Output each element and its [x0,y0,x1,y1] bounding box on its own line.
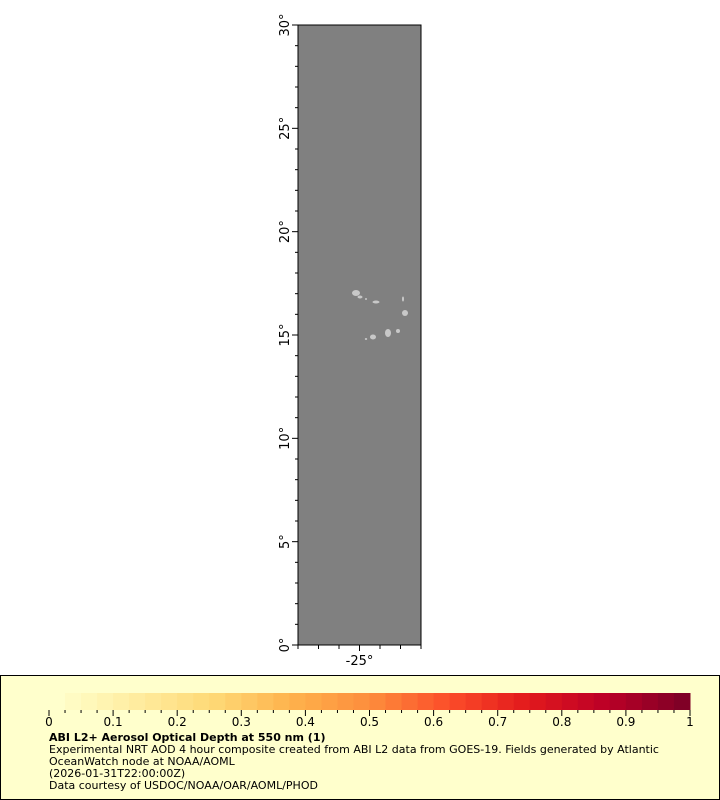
colorbar-cell [65,693,82,710]
legend-title: ABI L2+ Aerosol Optical Depth at 550 nm … [49,731,326,744]
colorbar-cell [225,693,242,710]
colorbar-tick-label: 0.1 [104,715,123,729]
colorbar-cell [113,693,130,710]
map-plot: 0° 5° 10° 15° 20° 25° 30° -25° [278,13,422,669]
colorbar-cell [609,693,627,710]
lat-tick-label: 20° [278,220,293,243]
island [372,300,380,304]
colorbar-tick-label: 0 [45,715,53,729]
lat-tick-label: 15° [278,323,293,346]
colorbar-tick-label: 1 [686,715,694,729]
colorbar-cell [353,693,370,710]
legend-credit: Data courtesy of USDOC/NOAA/OAR/AOML/PHO… [49,779,318,792]
legend-panel: 0 0.1 0.2 0.3 0.4 0.5 0.6 0.7 0.8 0.9 1 ABI L2+ Ae… [0,675,720,800]
island [357,295,363,299]
colorbar-cell [385,693,403,710]
colorbar-tick-label: 0.3 [232,715,251,729]
colorbar: 0 0.1 0.2 0.3 0.4 0.5 0.6 0.7 0.8 0.9 1 [45,693,694,729]
colorbar-cell [401,693,419,710]
colorbar-cell [305,693,322,710]
colorbar-cell [145,693,162,710]
colorbar-cell [193,693,210,710]
colorbar-cell [209,693,226,710]
colorbar-tick-label: 0.9 [616,715,635,729]
lat-tick-label: 10° [278,427,293,450]
colorbar-cell [497,693,515,710]
island [396,329,400,333]
colorbar-cell [449,693,467,710]
land-islands [352,290,408,340]
colorbar-cell [481,693,499,710]
colorbar-cell [657,693,675,710]
island [402,310,408,316]
colorbar-tick-label: 0.8 [552,715,571,729]
colorbar-cell [177,693,194,710]
colorbar-cell [545,693,563,710]
colorbar-cell [289,693,306,710]
colorbar-cell [273,693,290,710]
colorbar-cell [513,693,531,710]
colorbar-cell [257,693,274,710]
colorbar-cell [433,693,451,710]
colorbar-tick-label: 0.2 [168,715,187,729]
colorbar-cell [129,693,146,710]
colorbar-cell [321,693,338,710]
island [370,334,376,340]
colorbar-cell [529,693,547,710]
island [402,296,404,302]
map-axes: 0° 5° 10° 15° 20° 25° 30° -25° [278,13,422,669]
lat-tick-label: 30° [278,13,293,36]
colorbar-cell [593,693,611,710]
colorbar-cell [81,693,98,710]
lat-tick-label: 25° [278,117,293,140]
colorbar-cell [337,693,354,710]
colorbar-cell [625,693,643,710]
colorbar-tick-label: 0.5 [360,715,379,729]
island [364,338,368,340]
colorbar-tick-label: 0.7 [488,715,507,729]
map-area [297,24,422,646]
colorbar-cell [369,693,387,710]
colorbar-cell [161,693,178,710]
lat-tick-label: 0° [278,638,293,653]
colorbar-cell [641,693,659,710]
colorbar-cell [49,693,66,710]
island [365,298,367,300]
legend-time: (2026-01-31T22:00:00Z) [49,767,186,780]
lon-tick-label: -25° [346,654,374,669]
colorbar-cell [673,693,691,710]
colorbar-cell [577,693,595,710]
colorbar-cell [241,693,258,710]
colorbar-cell [97,693,114,710]
colorbar-tick-label: 0.4 [296,715,315,729]
colorbar-cell [417,693,435,710]
island [352,290,360,296]
legend-description: Experimental NRT AOD 4 hour composite cr… [49,743,659,768]
lat-tick-label: 5° [278,534,293,549]
island [385,329,391,337]
colorbar-cell [561,693,579,710]
colorbar-cell [465,693,483,710]
colorbar-tick-label: 0.6 [424,715,443,729]
